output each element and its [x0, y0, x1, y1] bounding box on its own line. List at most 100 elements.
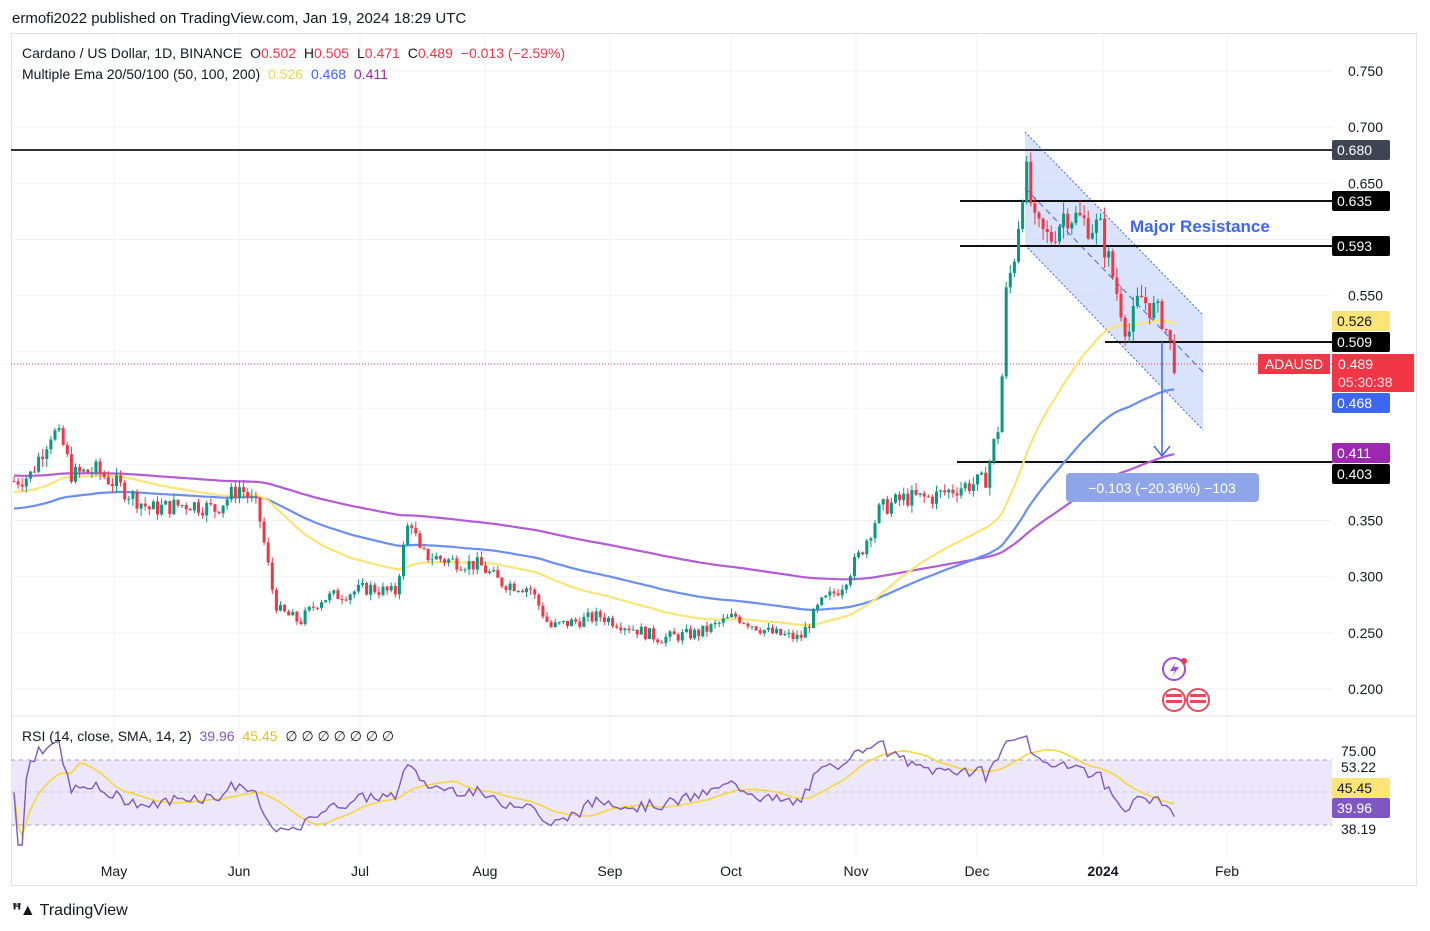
candle-body — [238, 487, 241, 499]
candle-body — [730, 613, 733, 618]
candle-body — [1156, 301, 1160, 303]
candle-body — [742, 622, 746, 624]
candle-body — [188, 509, 192, 511]
time-axis[interactable]: May Jun Jul Aug Sep Oct Nov Dec 2024 Feb — [101, 863, 1240, 879]
flag-stripe — [1190, 694, 1206, 697]
candle-body — [258, 497, 262, 522]
measure-label: −0.103 (−20.36%) −103 — [1088, 480, 1236, 496]
candle-body — [320, 602, 323, 608]
rsi-tick-5322: 53.22 — [1341, 759, 1377, 775]
candle-body — [1119, 293, 1123, 318]
candle-body — [172, 499, 176, 515]
candle-body — [656, 639, 660, 643]
candle-body — [352, 591, 356, 595]
candle-body — [57, 428, 61, 431]
candle-body — [1029, 161, 1033, 204]
ema-200-value: 0.411 — [353, 66, 388, 82]
high-label: H — [303, 45, 315, 61]
candle-body — [713, 622, 717, 625]
candle-body — [701, 625, 705, 637]
candle-body — [16, 481, 20, 485]
candle-body — [438, 555, 442, 560]
event-icons[interactable] — [1162, 657, 1210, 712]
candle-body — [816, 604, 820, 610]
candle-body — [947, 489, 951, 493]
candle-body — [1066, 213, 1070, 229]
candle-body — [250, 496, 254, 498]
candle-body — [492, 570, 496, 572]
candle-body — [611, 617, 615, 627]
price-axis[interactable]: 0.750 0.700 0.650 0.550 0.350 0.300 0.250 0.200 — [1348, 63, 1383, 697]
candle-body — [549, 621, 553, 627]
tag-0403: 0.403 — [1332, 464, 1390, 484]
candle-body — [541, 605, 545, 617]
candle-body — [705, 625, 709, 632]
candle-body — [865, 540, 869, 555]
open-label: O — [250, 45, 261, 61]
tag-0635: 0.635 — [1332, 191, 1390, 211]
rsi-legend[interactable]: RSI (14, close, SMA, 14, 2) 39.96 45.45 … — [22, 728, 398, 745]
candle-body — [746, 623, 750, 627]
candle-body — [922, 493, 926, 497]
candle-body — [902, 493, 906, 501]
candle-body — [324, 600, 328, 603]
time-tick-label: Nov — [844, 863, 869, 879]
candle-body — [840, 589, 844, 596]
candle-body — [848, 576, 852, 585]
candle-body — [598, 611, 602, 618]
candle-body — [971, 484, 975, 491]
candle-body — [1090, 232, 1094, 239]
tag-0509: 0.509 — [1332, 332, 1390, 352]
close-label: C — [407, 45, 418, 61]
candle-body — [397, 576, 401, 595]
candle-body — [307, 606, 311, 611]
candle-body — [738, 616, 742, 623]
candle-body — [28, 471, 32, 479]
candle-body — [1152, 302, 1156, 319]
candle-body — [898, 494, 902, 501]
candle-body — [1045, 229, 1049, 232]
candle-body — [574, 619, 578, 622]
candle-body — [918, 493, 922, 495]
candle-body — [762, 629, 766, 634]
candle-body — [635, 629, 639, 635]
ema-legend[interactable]: Multiple Ema 20/50/100 (50, 100, 200) 0.… — [22, 66, 392, 82]
candle-body — [61, 428, 65, 445]
candle-body — [537, 594, 541, 606]
candle-body — [484, 565, 487, 573]
tradingview-logo[interactable]: ꟸ▲ TradingView — [12, 900, 128, 920]
candle-body — [279, 604, 282, 611]
bolt-icon[interactable] — [1162, 657, 1186, 681]
symbol-legend[interactable]: Cardano / US Dollar, 1D, BINANCE O0.502 … — [22, 45, 569, 61]
candle-body — [935, 491, 938, 504]
candle-body — [123, 482, 127, 500]
time-tick-label: Aug — [473, 863, 498, 879]
candle-body — [106, 477, 110, 485]
candle-body — [1025, 161, 1029, 203]
candle-body — [520, 590, 524, 593]
candle-body — [639, 626, 643, 635]
candle-body — [758, 630, 762, 634]
candle-body — [832, 591, 836, 594]
time-tick-label: Jul — [351, 863, 369, 879]
candle-body — [110, 484, 114, 487]
candle-body — [1107, 251, 1111, 258]
candles — [12, 152, 1176, 647]
candle-body — [414, 527, 418, 534]
candle-body — [803, 626, 807, 638]
candle-body — [881, 499, 885, 505]
candle-body — [992, 439, 996, 462]
candle-body — [615, 626, 619, 628]
candle-body — [315, 607, 319, 609]
candle-body — [1131, 306, 1135, 332]
candle-body — [836, 593, 840, 596]
candle-body — [1070, 223, 1074, 229]
time-tick-label: Oct — [720, 863, 742, 879]
candle-body — [820, 597, 824, 605]
candle-body — [41, 456, 45, 459]
candle-body — [1049, 231, 1053, 242]
candle-body — [1164, 328, 1168, 330]
current-price-tag: 0.489 05:30:38 — [1332, 354, 1414, 392]
candle-body — [53, 430, 57, 440]
